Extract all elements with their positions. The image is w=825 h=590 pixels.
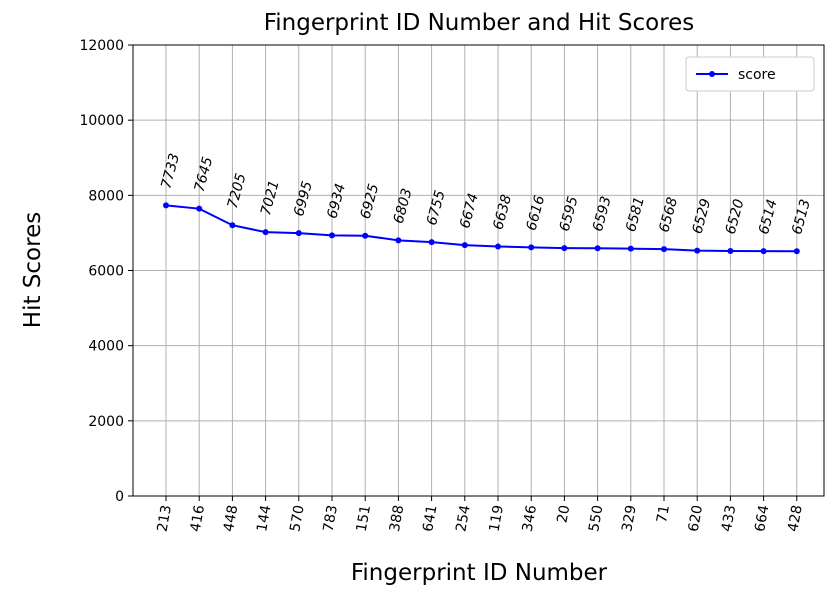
point	[627, 245, 634, 252]
x-axis-label: Fingerprint ID Number	[351, 560, 608, 586]
chart-title: Fingerprint ID Number and Hit Scores	[264, 10, 695, 36]
data-label: 7205	[225, 172, 250, 211]
point	[329, 232, 335, 239]
point	[428, 239, 435, 246]
x-tick-label: 151	[354, 504, 374, 533]
y-tick-label: 10000	[79, 113, 124, 129]
point	[196, 205, 203, 212]
y-tick-label: 12000	[79, 38, 124, 54]
data-label: 7021	[258, 179, 283, 218]
x-tick-label: 783	[321, 504, 341, 533]
line	[165, 204, 797, 253]
x-tick-label: 448	[221, 504, 241, 533]
data-label: 6803	[391, 187, 416, 226]
x-tick-label: 550	[586, 504, 606, 533]
point	[661, 246, 667, 253]
legend: score	[685, 56, 815, 92]
x-tick-label: 428	[785, 504, 805, 533]
y-tick-label: 4000	[88, 339, 124, 355]
legend-marker	[709, 71, 715, 77]
x-tick-label: 641	[420, 504, 440, 533]
data-label: 6616	[524, 194, 549, 233]
point	[561, 245, 568, 252]
legend-box	[685, 56, 815, 92]
y-tick-label: 2000	[88, 414, 124, 430]
data-label: 7645	[192, 155, 217, 194]
point	[395, 237, 402, 244]
x-tick-label: 213	[155, 504, 175, 533]
data-label: 6568	[656, 196, 681, 235]
x-tick-label: 570	[287, 504, 307, 533]
point	[594, 245, 601, 252]
x-tick-label: 620	[686, 504, 706, 533]
plot-frame	[132, 44, 825, 497]
x-tick-label: 388	[387, 504, 407, 533]
data-label: 7733	[158, 152, 183, 191]
x-tick-label: 346	[520, 504, 540, 533]
point	[760, 248, 767, 255]
point	[495, 243, 501, 250]
y-tick-label: 8000	[88, 188, 124, 204]
data-label: 6674	[457, 192, 482, 231]
point	[295, 230, 302, 237]
data-label: 6529	[690, 197, 715, 236]
point	[163, 202, 169, 209]
data-label: 6638	[490, 193, 515, 232]
point	[694, 247, 701, 254]
x-tick-label: 144	[254, 504, 274, 533]
point	[229, 222, 236, 229]
data-label: 6934	[324, 182, 349, 221]
point	[362, 232, 369, 239]
y-tick-label: 6000	[88, 264, 124, 280]
x-tick-label: 664	[752, 504, 772, 533]
point	[727, 247, 734, 254]
data-label: 6514	[756, 198, 781, 237]
legend-label: score	[738, 67, 776, 83]
x-tick-label: 71	[654, 504, 673, 524]
data-label: 6581	[623, 195, 648, 234]
data-label: 6995	[291, 179, 316, 218]
data-label: 6755	[424, 189, 449, 228]
x-tick-label: 329	[619, 504, 639, 533]
point	[528, 244, 535, 251]
x-tick-label: 20	[554, 504, 573, 524]
data-label: 6925	[358, 182, 383, 221]
y-tick-label: 0	[115, 489, 124, 505]
x-tick-label: 416	[188, 504, 208, 533]
point	[461, 242, 468, 249]
data-label: 6595	[557, 195, 582, 234]
x-tick-label: 254	[453, 504, 473, 533]
point	[793, 248, 800, 255]
point	[262, 229, 269, 236]
y-axis-label: Hit Scores	[20, 212, 46, 328]
data-label: 6520	[723, 197, 748, 236]
data-label: 6593	[590, 195, 615, 234]
data-label: 6513	[789, 198, 814, 237]
x-tick-label: 119	[487, 504, 507, 533]
x-tick-label: 433	[719, 504, 739, 533]
